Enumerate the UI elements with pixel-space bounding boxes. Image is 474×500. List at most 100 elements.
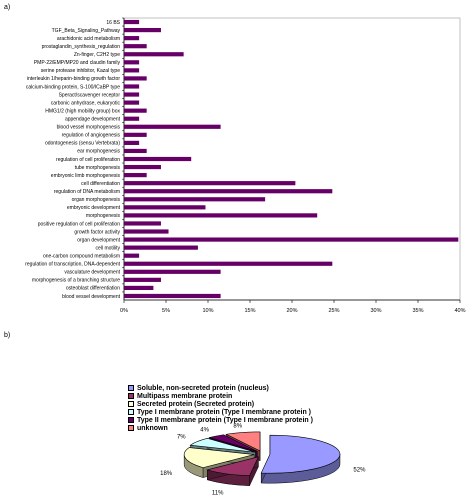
pie-slice [208,434,258,452]
x-tick-label: 0% [120,308,128,314]
panel-b-label: b) [4,332,11,339]
y-tick-label: tube morphogenesis [75,165,121,171]
pie-legend: Soluble, non-secreted protein (nucleus) M… [128,384,313,432]
y-tick-label: osteoblast differentiation [66,286,120,292]
legend-item: Soluble, non-secreted protein (nucleus) [128,384,313,392]
y-tick-label: ear morphogenesis [77,149,120,155]
pie-value-label: 4% [200,428,209,434]
bar [124,108,147,113]
legend-label: unknown [137,424,168,432]
pie-slice [225,431,261,452]
pie-chart: 52% 11% 18% 7% 4% 8% [160,423,366,497]
pie-slice [189,438,256,453]
y-tick-label: one-carbon compound metabolism [43,253,120,259]
legend-item: Secreted protein (Secreted protein) [128,400,313,408]
y-tick-label: blood vessel morphogenesis [57,125,121,131]
panel-a-label: a) [4,4,11,11]
y-tick-label: 16 BS [106,20,120,26]
bar [124,124,221,129]
y-tick-label: Zn-finger, C2H2 type [74,52,120,58]
bar [124,92,140,97]
panel-b: b) 52% 11% 18% 7% 4% 8% Soluble, non-secreted… [0,332,474,500]
y-tick-label: embryonic limb morphogenesis [51,173,121,179]
legend-swatch [128,401,134,407]
bar [124,76,147,81]
y-tick-label: regulation of DNA metabolism [54,189,120,195]
bar [124,205,206,210]
y-tick-label: organ development [77,237,120,243]
bar [124,189,333,194]
legend-swatch [128,425,134,431]
y-tick-label: HMG1/2 (high mobility group) box [45,108,120,114]
y-tick-label: cell motility [96,245,121,251]
y-tick-label: prostaglandin_synthesis_regulation [42,44,121,50]
bar [124,229,169,234]
y-tick-label: arachidonic acid metabolism [57,36,120,42]
bar [124,148,147,154]
legend-swatch [128,417,134,423]
bar [124,237,459,242]
bar [124,245,198,250]
y-tick-label: vasculature development [64,270,120,276]
pie-value-label: 52% [353,468,366,474]
pie-value-label: 8% [233,423,242,429]
legend-swatch [128,385,134,391]
x-tick-label: 25% [328,308,339,314]
bar [124,44,147,49]
y-tick-label: appendage development [65,117,121,123]
y-tick-label: growth factor activity [74,229,120,235]
legend-item: Type II membrane protein (Type I membran… [128,416,313,424]
pie-slice [206,456,259,477]
legend-item: unknown [128,424,313,432]
x-tick-label: 20% [286,308,297,314]
x-tick-label: 5% [162,308,170,314]
bar [124,277,161,282]
bar [124,261,333,266]
bar [124,156,192,162]
y-tick-label: morphogenesis [86,213,121,219]
x-tick-label: 35% [412,308,423,314]
y-tick-label: interleukin 1/heparin-binding growth fac… [27,76,120,82]
y-tick-label: Speract/scavenger receptor [59,92,121,98]
bar-chart: 16 BS TGF_Beta_Signaling_Pathway arachidon… [25,17,466,314]
y-tick-label: odontogenesis (sensu Vertebrata) [45,141,120,147]
bar [124,68,140,73]
y-tick-label: PMP-22/EMP/MP20 and claudin family [34,60,121,66]
x-tick-label: 30% [370,308,381,314]
pie-value-label: 18% [160,471,173,477]
bar [124,100,140,105]
bar [124,285,154,291]
y-tick-label: morphogenesis of a branching structure [32,278,120,284]
legend-label: Type II membrane protein (Type I membran… [137,416,313,424]
legend-swatch [128,409,134,415]
legend-label: Type I membrane protein (Type I membrane… [137,408,311,416]
bar [124,116,140,121]
panel-a: a) 16 BS TGF_Beta_Signaling_Pathway arachi… [4,4,466,314]
y-tick-label: organ morphogenesis [72,197,121,203]
bar [124,84,140,89]
y-tick-label: positive regulation of cell proliferatio… [38,221,120,227]
bar [124,27,161,33]
bar [124,60,140,65]
bar [124,140,140,145]
y-tick-label: blood vessel development [62,294,120,300]
legend-label: Soluble, non-secreted protein (nucleus) [137,384,269,392]
bar [124,19,140,25]
y-tick-label: calcium-binding protein, S-100/ICaBP typ… [26,84,120,90]
pie-slice [183,447,255,468]
pie-value-label: 7% [177,435,186,441]
y-tick-label: regulation of cell proliferation [56,157,120,163]
pie-slice [260,434,341,474]
legend-label: Multipass membrane protein [137,392,233,400]
y-tick-label: regulation of angiogenesis [62,133,121,139]
y-tick-label: serine protease inhibitor, Kazal type [41,68,120,74]
x-tick-label: 10% [202,308,213,314]
bar [124,221,161,226]
pie-value-label: 11% [212,491,224,497]
x-tick-label: 15% [244,308,255,314]
bar [124,213,318,218]
bar [124,253,140,258]
bar [124,52,184,57]
bar [124,197,266,202]
legend-item: Multipass membrane protein [128,392,313,400]
